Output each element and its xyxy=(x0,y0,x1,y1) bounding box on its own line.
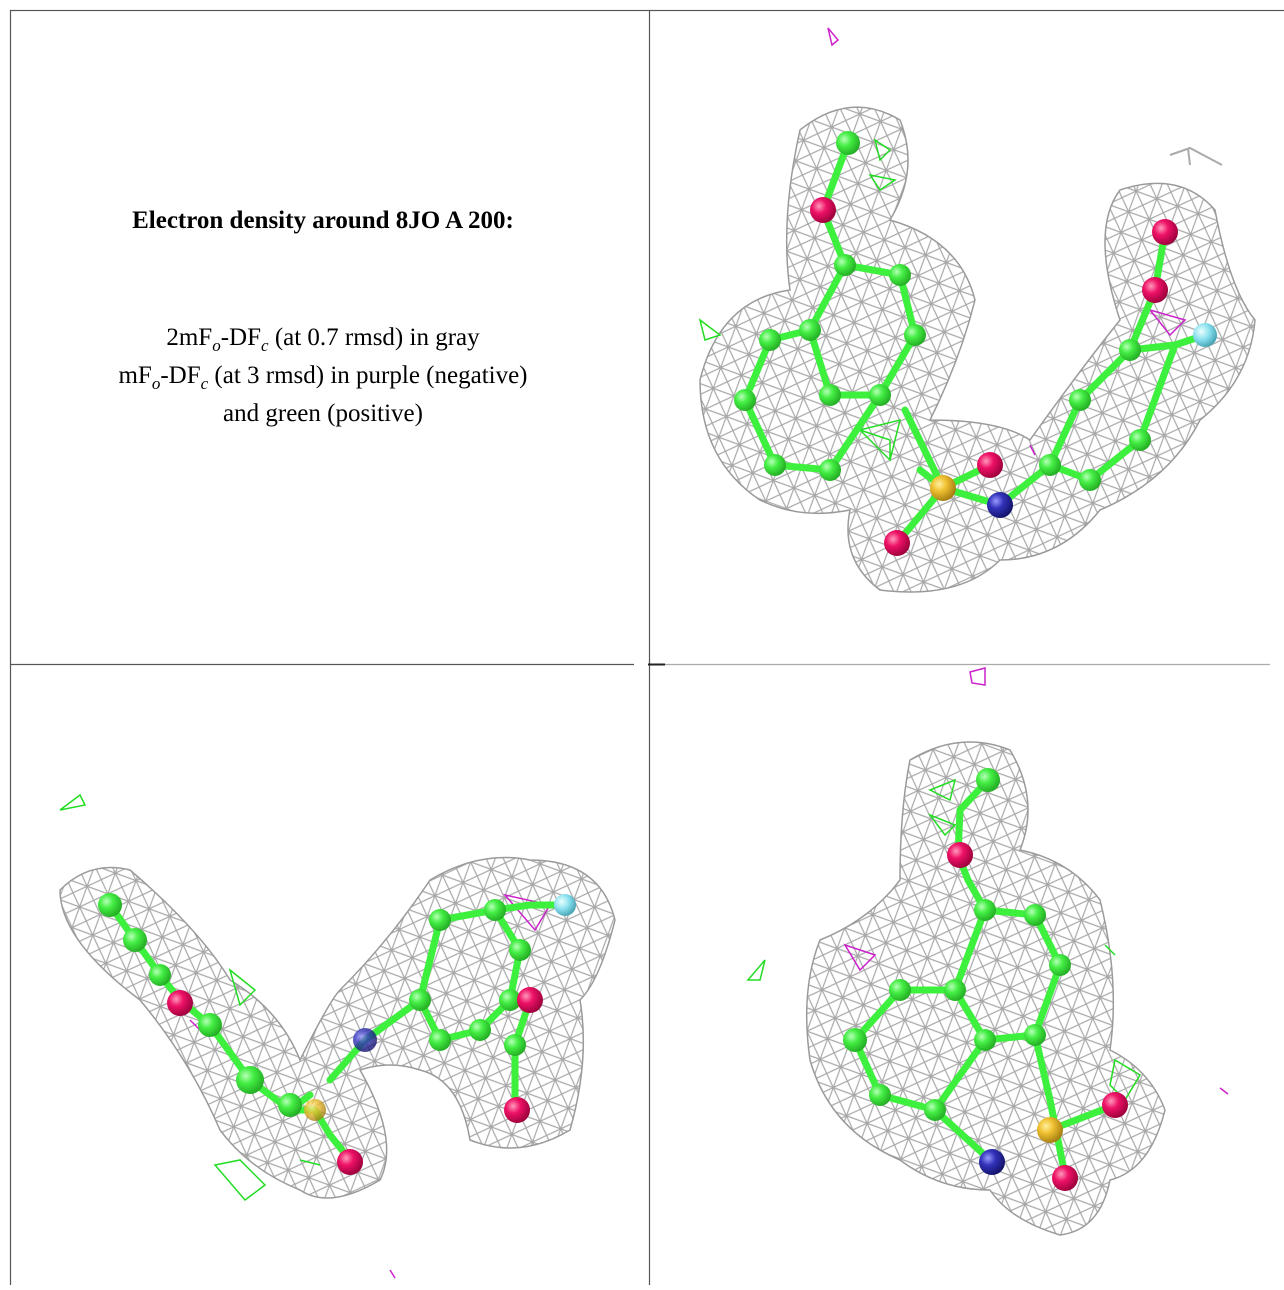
atom xyxy=(509,939,531,961)
atom xyxy=(236,1066,264,1094)
atom xyxy=(836,131,860,155)
atom xyxy=(98,893,122,917)
atom xyxy=(504,1097,530,1123)
atom xyxy=(979,1149,1005,1175)
text: o xyxy=(152,374,161,393)
atom xyxy=(1069,389,1091,411)
atom xyxy=(947,842,973,868)
text: mF xyxy=(118,362,151,389)
atom xyxy=(504,1034,526,1056)
text: -DF xyxy=(221,324,261,351)
density-view xyxy=(748,668,1228,1235)
atom xyxy=(1102,1092,1128,1118)
atom xyxy=(819,459,841,481)
atom xyxy=(429,909,451,931)
atom xyxy=(889,264,911,286)
caption-line: 2mFo-DFc (at 0.7 rmsd) in gray xyxy=(166,324,480,355)
atom xyxy=(1152,219,1178,245)
atom xyxy=(1024,1024,1046,1046)
density-view xyxy=(60,795,615,1278)
atom xyxy=(198,1013,222,1037)
text: (at 0.7 rmsd) in gray xyxy=(269,324,481,351)
atom xyxy=(167,990,193,1016)
atom xyxy=(924,1099,946,1121)
atom xyxy=(429,1029,451,1051)
atom xyxy=(1049,954,1071,976)
caption-line: mFo-DFc (at 3 rmsd) in purple (negative) xyxy=(118,362,527,393)
atom xyxy=(409,989,431,1011)
atom xyxy=(1129,429,1151,451)
atom xyxy=(976,768,1000,792)
atom xyxy=(1142,277,1168,303)
text: o xyxy=(212,336,221,355)
atom xyxy=(884,530,910,556)
atom xyxy=(517,987,543,1013)
atom xyxy=(1039,454,1061,476)
atom xyxy=(1079,469,1101,491)
text: 2mF xyxy=(166,324,212,351)
text: (at 3 rmsd) in purple (negative) xyxy=(208,362,527,389)
atom xyxy=(759,329,781,351)
atom xyxy=(974,899,996,921)
atom xyxy=(1024,904,1046,926)
caption-line: and green (positive) xyxy=(223,400,423,427)
atom xyxy=(889,979,911,1001)
atom xyxy=(904,324,926,346)
density-view xyxy=(700,28,1255,592)
atom xyxy=(819,384,841,406)
atom xyxy=(1037,1117,1063,1143)
atom xyxy=(1052,1165,1078,1191)
atom xyxy=(764,454,786,476)
caption-title: Electron density around 8JO A 200: xyxy=(132,207,514,234)
shape xyxy=(1170,148,1222,165)
atom xyxy=(149,964,171,986)
atom xyxy=(843,1028,867,1052)
atom xyxy=(304,1099,326,1121)
atom xyxy=(734,389,756,411)
atom xyxy=(123,928,147,952)
atom xyxy=(987,492,1013,518)
atom xyxy=(834,254,856,276)
atom xyxy=(278,1093,302,1117)
atom xyxy=(469,1019,491,1041)
atom xyxy=(944,979,966,1001)
atom xyxy=(799,319,821,341)
atom xyxy=(869,384,891,406)
atom xyxy=(337,1149,363,1175)
atom xyxy=(974,1029,996,1051)
atom xyxy=(554,894,576,916)
atom xyxy=(930,475,956,501)
caption: Electron density around 8JO A 200: 2mFo-… xyxy=(118,207,527,427)
atom xyxy=(353,1028,377,1052)
atom xyxy=(810,197,836,223)
atom xyxy=(869,1084,891,1106)
atom xyxy=(977,452,1003,478)
atom xyxy=(1119,339,1141,361)
atom xyxy=(1193,323,1217,347)
text: -DF xyxy=(160,362,200,389)
atom xyxy=(484,899,506,921)
